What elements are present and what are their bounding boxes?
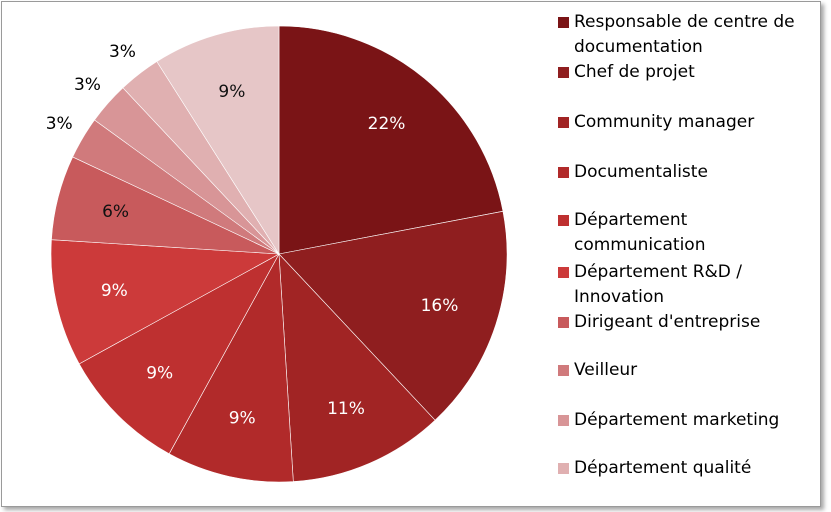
slice-label: 6% xyxy=(102,202,129,222)
legend-swatch xyxy=(558,415,569,426)
pie-slice xyxy=(50,239,281,365)
legend-item: Chef de projet xyxy=(558,60,820,85)
legend-swatch xyxy=(558,17,569,28)
legend-swatch xyxy=(558,267,569,278)
legend-item: Département communication xyxy=(558,208,820,258)
slice-label: 3% xyxy=(109,42,136,62)
legend-item: Responsable de centre de documentation xyxy=(558,10,820,60)
legend-item: Documentaliste xyxy=(558,160,820,185)
legend-label: Département marketing xyxy=(574,410,780,430)
pie-slice xyxy=(168,252,294,483)
legend-item: Département R&D / Innovation xyxy=(558,260,820,310)
slice-label: 9% xyxy=(146,363,173,383)
legend-item: Département qualité xyxy=(558,456,820,481)
legend-label: Community manager xyxy=(574,112,755,132)
legend-label: Dirigeant d'entreprise xyxy=(574,312,761,332)
slice-label: 3% xyxy=(46,114,73,134)
legend-label: Département R&D / Innovation xyxy=(574,262,743,307)
slice-label: 9% xyxy=(229,409,256,429)
legend-swatch xyxy=(558,117,569,128)
legend-label: Département communication xyxy=(574,210,706,255)
legend-swatch xyxy=(558,67,569,78)
legend-item: Département marketing xyxy=(558,408,820,433)
legend-swatch xyxy=(558,317,569,328)
legend-label: Département qualité xyxy=(574,458,752,478)
legend-swatch xyxy=(558,215,569,226)
legend-item: Dirigeant d'entreprise xyxy=(558,310,820,335)
legend-item: Veilleur xyxy=(558,358,820,383)
legend-swatch xyxy=(558,463,569,474)
chart-frame: 22% 16% 11% 9% 9% 9% 6% 3% 3% 3% 9% Responsable de… xyxy=(1,1,821,507)
pie-slice xyxy=(278,25,504,255)
legend-label: Responsable de centre de documentation xyxy=(574,12,795,57)
slice-label: 9% xyxy=(101,281,128,301)
slice-label: 11% xyxy=(327,399,365,419)
legend-swatch xyxy=(558,365,569,376)
slice-label: 22% xyxy=(368,114,406,134)
slice-label: 3% xyxy=(74,75,101,95)
pie-slice xyxy=(78,253,280,455)
legend-swatch xyxy=(558,167,569,178)
legend-label: Veilleur xyxy=(574,360,638,380)
legend-item: Community manager xyxy=(558,110,820,135)
pie-slice xyxy=(156,25,280,256)
legend-label: Documentaliste xyxy=(574,162,708,182)
pie-slice xyxy=(278,253,436,482)
legend-label: Chef de projet xyxy=(574,62,695,82)
slice-label: 9% xyxy=(218,82,245,102)
slice-label: 16% xyxy=(421,296,459,316)
pie-slice xyxy=(278,210,508,421)
